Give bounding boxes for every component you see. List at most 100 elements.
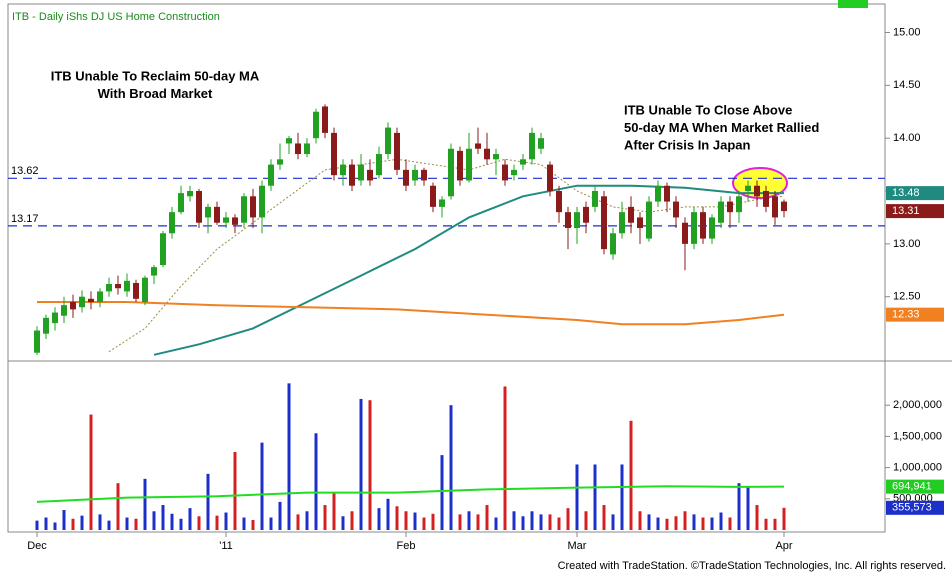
volume-bar xyxy=(638,511,642,530)
volume-bar xyxy=(287,383,291,530)
volume-bar xyxy=(647,514,651,530)
volume-bar xyxy=(746,486,750,530)
x-tick-label: Dec xyxy=(27,540,47,552)
candle-body xyxy=(358,164,364,181)
candle-body xyxy=(367,169,373,181)
volume-bar xyxy=(494,517,498,530)
volume-bar xyxy=(377,508,381,530)
moving-average-line xyxy=(153,184,784,356)
volume-bar xyxy=(62,510,66,530)
volume-tag-label: 355,573 xyxy=(892,502,932,514)
candle-body xyxy=(349,164,355,186)
y-tick-label: 15.00 xyxy=(893,26,921,38)
candle-body xyxy=(610,233,616,255)
candle-body xyxy=(52,312,58,324)
candle-body xyxy=(70,301,76,310)
status-indicator xyxy=(838,0,868,8)
candle-body xyxy=(232,217,238,225)
volume-bar xyxy=(485,505,489,530)
candle-body xyxy=(511,169,517,176)
candle-body xyxy=(601,196,607,250)
candle-body xyxy=(277,159,283,165)
volume-y-tick-label: 1,500,000 xyxy=(893,430,942,442)
candle-body xyxy=(619,212,625,234)
candle-body xyxy=(655,185,661,202)
price-tag xyxy=(886,204,944,219)
volume-bar xyxy=(305,511,309,530)
candle-body xyxy=(331,132,337,176)
volume-average-line xyxy=(36,485,785,503)
candle-body xyxy=(682,222,688,244)
volume-bar xyxy=(611,514,615,530)
volume-bar xyxy=(566,508,570,530)
candle-body xyxy=(574,212,580,229)
volume-bar xyxy=(116,483,120,530)
candle-body xyxy=(592,191,598,207)
volume-bar xyxy=(575,464,579,530)
candle-body xyxy=(745,185,751,192)
volume-bar xyxy=(431,513,435,530)
volume-bar xyxy=(674,516,678,530)
volume-bar xyxy=(179,518,183,530)
candle-body xyxy=(88,298,94,302)
annotation: ITB Unable To Reclaim 50-day MA xyxy=(51,68,260,83)
volume-bar xyxy=(269,517,273,530)
candle-body xyxy=(781,201,787,212)
x-tick-label: Apr xyxy=(775,540,792,552)
volume-bar xyxy=(53,522,57,530)
level-label: 13.62 xyxy=(11,165,39,177)
candle-body xyxy=(583,206,589,223)
candle-body xyxy=(403,169,409,186)
volume-bar xyxy=(593,464,597,530)
volume-bar xyxy=(386,498,390,530)
volume-bar xyxy=(71,518,75,530)
candle-body xyxy=(718,201,724,223)
volume-bar xyxy=(206,473,210,530)
candle-body xyxy=(439,199,445,207)
volume-tag xyxy=(886,500,944,515)
candle-body xyxy=(304,143,310,155)
volume-bar xyxy=(512,511,516,530)
candle-body xyxy=(61,305,67,316)
candle-body xyxy=(106,284,112,292)
volume-bar xyxy=(656,517,660,530)
x-tick-label: '11 xyxy=(219,540,233,552)
volume-bar xyxy=(341,516,345,530)
candle-body xyxy=(466,148,472,181)
candle-body xyxy=(772,196,778,218)
volume-bar xyxy=(719,512,723,530)
candle-body xyxy=(160,233,166,265)
volume-bar xyxy=(440,455,444,530)
candle-body xyxy=(124,280,130,292)
candle-body xyxy=(538,138,544,149)
candle-body xyxy=(34,330,40,353)
annotation: ITB Unable To Close Above xyxy=(624,102,792,117)
annotation: After Crisis In Japan xyxy=(624,137,750,152)
annotation: With Broad Market xyxy=(98,86,213,101)
candle-body xyxy=(421,169,427,181)
volume-bar xyxy=(467,511,471,530)
candle-body xyxy=(214,206,220,223)
candle-body xyxy=(286,138,292,144)
volume-bar xyxy=(764,518,768,530)
volume-bar xyxy=(359,398,363,530)
candle-body xyxy=(556,191,562,213)
candle-body xyxy=(520,159,526,165)
volume-bar xyxy=(134,518,138,530)
candle-body xyxy=(142,277,148,302)
volume-bar xyxy=(404,511,408,530)
volume-bar xyxy=(251,520,255,530)
volume-bar xyxy=(539,514,543,530)
candle-body xyxy=(205,206,211,218)
volume-bar xyxy=(683,511,687,530)
candle-body xyxy=(79,296,85,308)
candle-body xyxy=(43,317,49,334)
volume-bar xyxy=(224,512,228,530)
volume-y-tick-label: 2,000,000 xyxy=(893,399,942,411)
volume-bar xyxy=(125,517,129,530)
volume-bar xyxy=(107,520,111,530)
volume-bar xyxy=(233,452,237,530)
candle-body xyxy=(178,193,184,213)
volume-bar xyxy=(197,516,201,530)
